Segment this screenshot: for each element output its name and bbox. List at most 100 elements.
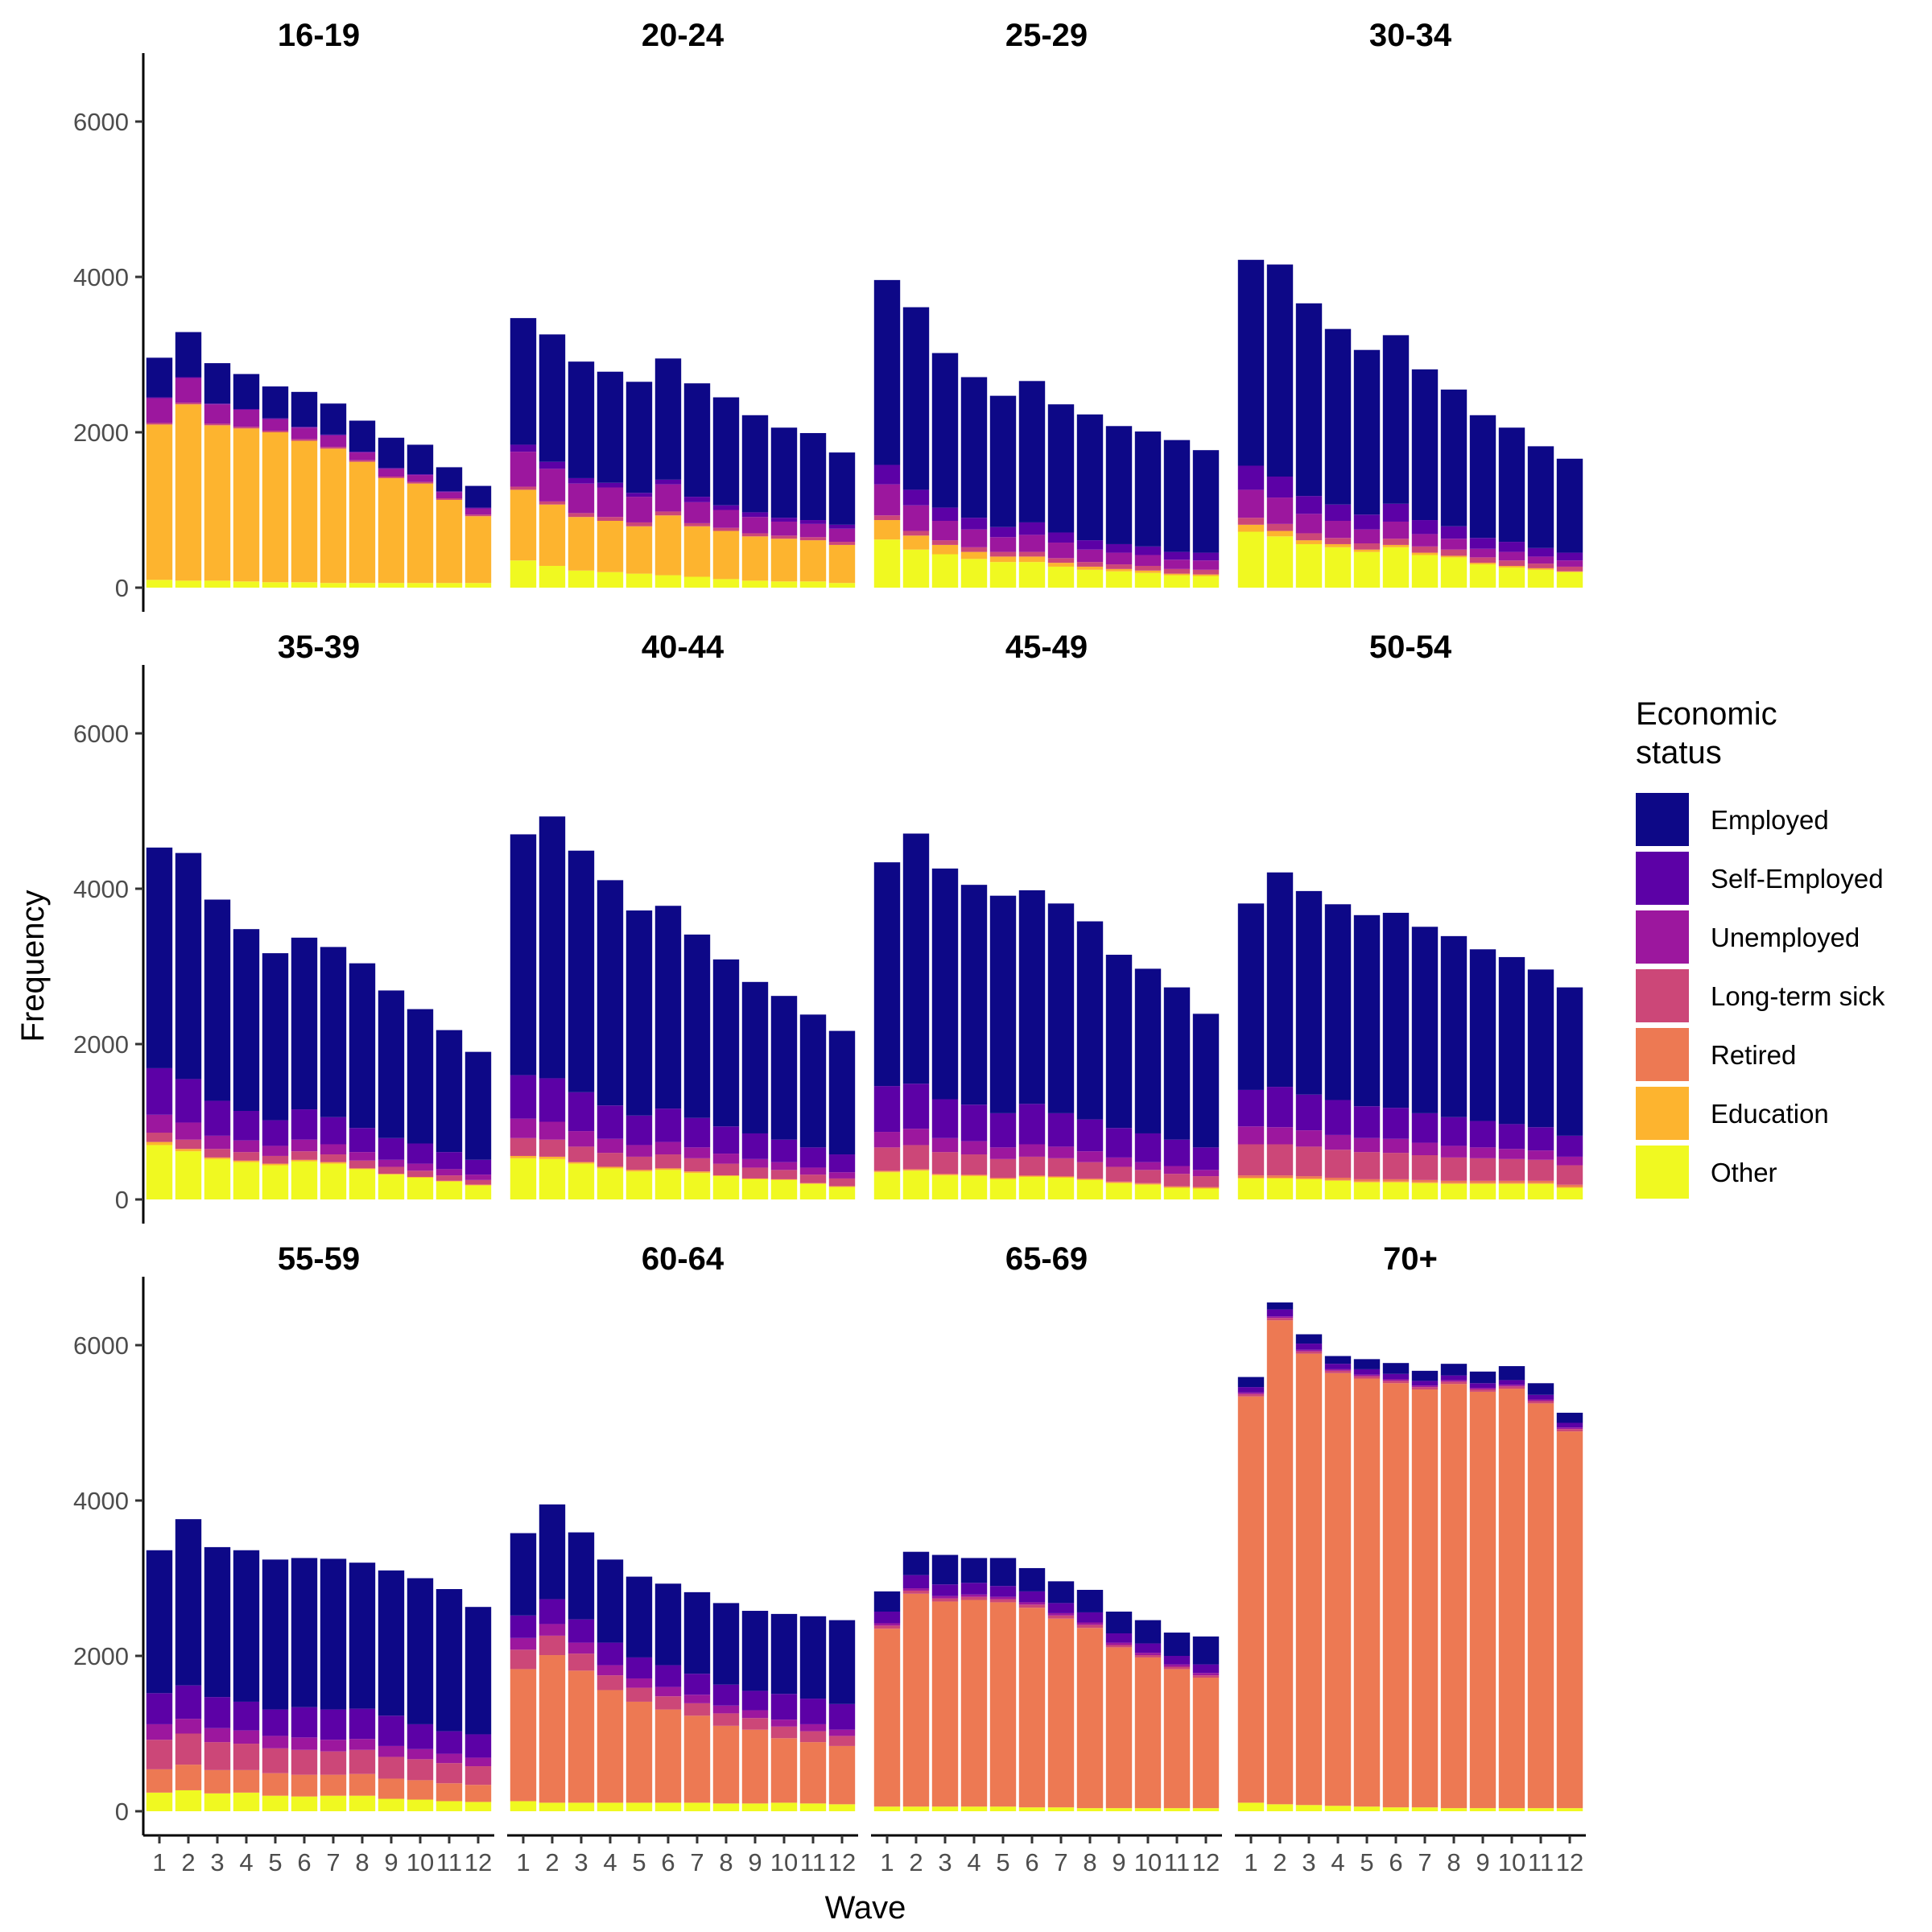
bar-segment-long-term-sick — [873, 515, 901, 521]
bar-segment-employed — [262, 386, 289, 419]
bar-segment-employed — [1324, 328, 1352, 505]
bar-segment-retired — [175, 1765, 202, 1790]
x-tick-label: 7 — [1418, 1848, 1431, 1876]
bar-segment-other — [902, 549, 930, 588]
bar-segment-other — [1556, 1808, 1583, 1811]
bar-segment-education — [407, 1177, 434, 1178]
bar-segment-employed — [1163, 440, 1191, 552]
x-tick-label: 8 — [1447, 1848, 1460, 1876]
bar-segment-retired — [597, 1690, 624, 1803]
bar-segment-employed — [1266, 264, 1294, 477]
bar-segment-other — [568, 1802, 595, 1812]
bar-segment-long-term-sick — [1018, 551, 1046, 557]
bar-segment-education — [1192, 1187, 1220, 1189]
bar-segment-education — [291, 440, 318, 583]
bar-segment-self-employed — [262, 1709, 289, 1736]
bar-segment-long-term-sick — [146, 423, 173, 425]
bar-segment-self-employed — [320, 1709, 347, 1740]
bar-segment-long-term-sick — [654, 1154, 682, 1169]
bar-segment-employed — [1498, 956, 1525, 1125]
bar-segment-self-employed — [770, 1139, 798, 1162]
bar-segment-long-term-sick — [799, 1174, 827, 1183]
bar-segment-other — [828, 1187, 856, 1199]
bar-segment-self-employed — [873, 1611, 901, 1624]
bar-segment-long-term-sick — [1527, 564, 1554, 568]
bar-segment-unemployed — [349, 452, 376, 460]
bar-segment-employed — [175, 852, 202, 1080]
bar-segment-other — [741, 1803, 769, 1811]
bar-segment-long-term-sick — [828, 1736, 856, 1746]
bar-segment-self-employed — [625, 1115, 653, 1146]
bar-segment-retired — [1192, 1678, 1220, 1809]
legend-swatch — [1636, 793, 1689, 846]
bar-segment-unemployed — [1527, 1399, 1554, 1402]
x-tick-label: 10 — [407, 1848, 434, 1876]
bar-segment-long-term-sick — [931, 1152, 959, 1174]
bar-segment-self-employed — [1018, 1104, 1046, 1145]
bar-segment-self-employed — [568, 1619, 595, 1643]
bar-segment-education — [597, 1166, 624, 1169]
bar-segment-long-term-sick — [1237, 1144, 1265, 1176]
y-tick-label: 6000 — [73, 1331, 129, 1360]
bar-segment-employed — [146, 1550, 173, 1694]
bar-segment-long-term-sick — [1163, 1666, 1191, 1670]
bar-segment-education — [654, 1168, 682, 1170]
bar-segment-other — [1237, 1802, 1265, 1812]
bar-segment-self-employed — [654, 479, 682, 485]
bar-segment-unemployed — [931, 1137, 959, 1153]
bar-segment-other — [568, 1163, 595, 1199]
bar-segment-other — [320, 1795, 347, 1811]
bar-segment-employed — [1192, 1636, 1220, 1665]
bar-segment-retired — [1527, 1180, 1554, 1183]
bar-segment-unemployed — [1134, 1653, 1162, 1656]
bar-segment-self-employed — [204, 403, 231, 405]
bar-segment-retired — [262, 1773, 289, 1796]
legend-entries: Employed Self-Employed Unemployed Long-term… — [1636, 793, 1885, 1199]
bar-segment-unemployed — [233, 1730, 260, 1744]
bar-segment-long-term-sick — [568, 513, 595, 518]
bar-segment-other — [902, 1806, 930, 1811]
bar-segment-long-term-sick — [262, 1748, 289, 1773]
bar-segment-unemployed — [654, 484, 682, 512]
bar-segment-unemployed — [1237, 489, 1265, 518]
bar-segment-self-employed — [683, 1674, 711, 1695]
bar-segment-retired — [1440, 1384, 1468, 1809]
bar-segment-employed — [464, 485, 492, 508]
bar-segment-education — [1382, 544, 1410, 547]
bar-segment-other — [204, 1793, 231, 1811]
bar-segment-education — [320, 448, 347, 584]
bar-segment-long-term-sick — [960, 1596, 988, 1600]
bar-segment-long-term-sick — [146, 1133, 173, 1142]
bar-segment-long-term-sick — [568, 1146, 595, 1162]
bar-segment-unemployed — [378, 1745, 405, 1757]
facet-panel: 20-24 — [510, 18, 856, 588]
bar-segment-other — [625, 573, 653, 588]
bar-segment-education — [1163, 573, 1191, 576]
bar-segment-self-employed — [873, 464, 901, 485]
bar-segment-other — [712, 1176, 740, 1199]
bar-segment-other — [1134, 572, 1162, 588]
bar-segment-long-term-sick — [712, 527, 740, 531]
bar-segment-long-term-sick — [1411, 546, 1439, 553]
facet-title: 45-49 — [1005, 630, 1088, 665]
bar-segment-education — [510, 489, 537, 561]
bar-segment-employed — [233, 374, 260, 410]
bar-segment-unemployed — [1105, 1642, 1133, 1645]
bar-segment-employed — [510, 318, 537, 445]
bar-segment-long-term-sick — [1237, 518, 1265, 525]
bar-segment-employed — [262, 953, 289, 1121]
bar-segment-unemployed — [1163, 1664, 1191, 1667]
bar-segment-self-employed — [1324, 504, 1352, 522]
facet-title: 50-54 — [1369, 630, 1452, 665]
y-tick-label: 2000 — [73, 1030, 129, 1059]
bar-segment-long-term-sick — [1192, 1675, 1220, 1678]
bar-segment-long-term-sick — [741, 1718, 769, 1730]
bar-segment-retired — [989, 1602, 1017, 1807]
bar-segment-retired — [1527, 1403, 1554, 1809]
bar-segment-employed — [568, 361, 595, 478]
bar-segment-employed — [349, 963, 376, 1129]
bar-segment-other — [175, 1151, 202, 1199]
bar-segment-unemployed — [1556, 560, 1583, 567]
bar-segment-employed — [960, 885, 988, 1105]
bar-segment-long-term-sick — [291, 1749, 318, 1775]
